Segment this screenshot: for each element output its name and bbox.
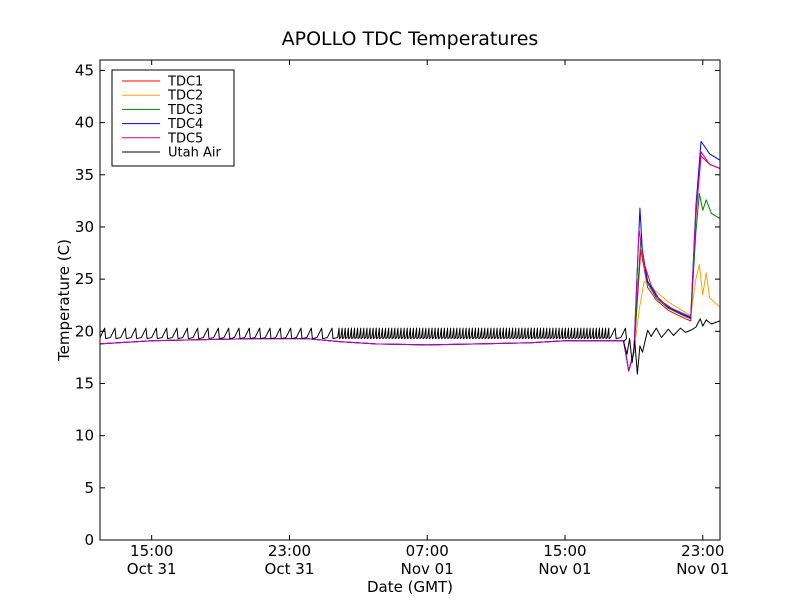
legend-label-tdc2: TDC2	[167, 89, 203, 104]
y-tick-label: 15	[75, 374, 94, 392]
x-axis-label: Date (GMT)	[367, 578, 453, 596]
x-tick-label-time: 15:00	[543, 542, 586, 560]
x-tick-label-date: Oct 31	[127, 560, 177, 578]
y-tick-label: 45	[75, 61, 94, 79]
x-tick-label-time: 23:00	[681, 542, 724, 560]
series-line-tdc2	[99, 264, 721, 372]
y-tick-label: 40	[75, 114, 94, 132]
y-tick-label: 10	[75, 427, 94, 445]
x-tick-label-date: Nov 01	[538, 560, 591, 578]
legend-label-tdc1: TDC1	[167, 75, 203, 90]
legend-label-tdc3: TDC3	[167, 103, 203, 118]
legend-box	[111, 69, 235, 167]
y-axis-label: Temperature (C)	[55, 239, 73, 362]
x-tick-label-date: Nov 01	[676, 560, 729, 578]
x-tick-label-date: Oct 31	[265, 560, 315, 578]
legend-label-tdc4: TDC4	[167, 117, 203, 132]
x-tick-label-time: 23:00	[268, 542, 311, 560]
x-tick-label-date: Nov 01	[401, 560, 454, 578]
series-line-tdc1	[99, 155, 721, 372]
y-tick-label: 0	[84, 531, 94, 549]
y-tick-label: 25	[75, 270, 94, 288]
y-tick-label: 20	[75, 322, 94, 340]
legend-label-utah-air: Utah Air	[168, 146, 221, 161]
series-layer	[99, 140, 721, 375]
y-tick-label: 30	[75, 218, 94, 236]
x-tick-label-time: 15:00	[130, 542, 173, 560]
series-line-utah-air	[99, 318, 721, 375]
series-line-tdc5	[99, 151, 721, 372]
y-tick-label: 5	[84, 479, 94, 497]
x-tick-label-time: 07:00	[406, 542, 449, 560]
plot-frame	[99, 59, 721, 541]
legend-label-tdc5: TDC5	[167, 131, 203, 146]
y-tick-label: 35	[75, 166, 94, 184]
chart-title: APOLLO TDC Temperatures	[282, 28, 539, 50]
